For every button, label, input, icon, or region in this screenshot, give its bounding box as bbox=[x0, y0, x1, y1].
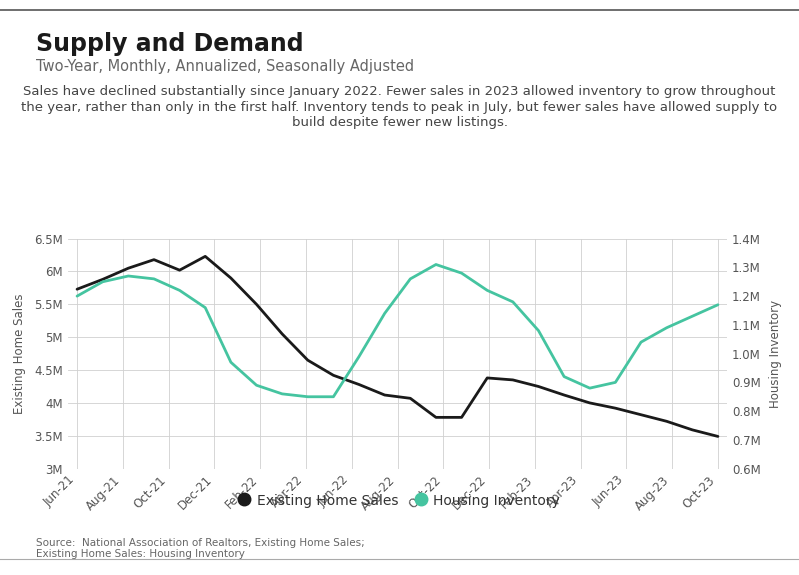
Text: Existing Home Sales: Housing Inventory: Existing Home Sales: Housing Inventory bbox=[36, 549, 244, 559]
Text: Source:  National Association of Realtors, Existing Home Sales;: Source: National Association of Realtors… bbox=[36, 538, 364, 547]
Text: Two-Year, Monthly, Annualized, Seasonally Adjusted: Two-Year, Monthly, Annualized, Seasonall… bbox=[36, 59, 414, 74]
Text: build despite fewer new listings.: build despite fewer new listings. bbox=[292, 116, 507, 129]
Text: Sales have declined substantially since January 2022. Fewer sales in 2023 allowe: Sales have declined substantially since … bbox=[23, 85, 776, 98]
Text: Supply and Demand: Supply and Demand bbox=[36, 32, 304, 56]
Y-axis label: Existing Home Sales: Existing Home Sales bbox=[13, 293, 26, 414]
Text: the year, rather than only in the first half. Inventory tends to peak in July, b: the year, rather than only in the first … bbox=[22, 101, 777, 114]
Y-axis label: Housing Inventory: Housing Inventory bbox=[769, 300, 782, 408]
Legend: Existing Home Sales, Housing Inventory: Existing Home Sales, Housing Inventory bbox=[233, 488, 566, 513]
